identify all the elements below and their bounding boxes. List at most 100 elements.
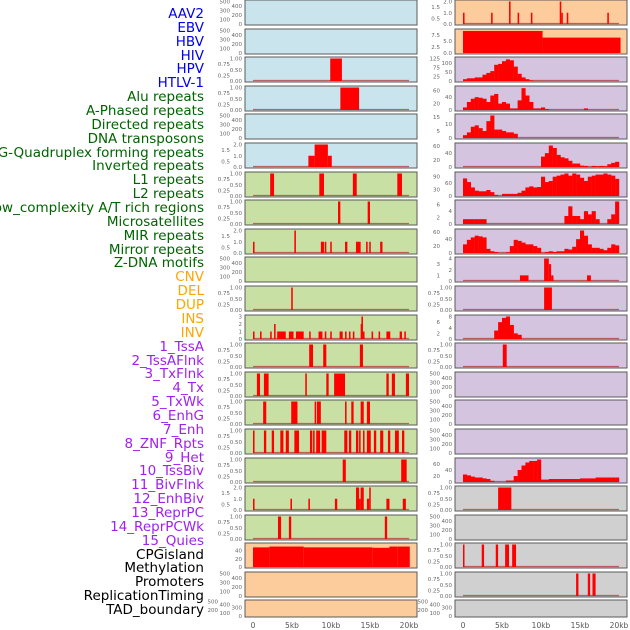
- histogram-bar: [537, 247, 542, 253]
- y-tick-label: 40: [445, 95, 452, 101]
- bar: [397, 173, 402, 196]
- histogram-bar: [568, 249, 573, 253]
- y-tick-label: 200: [232, 585, 243, 591]
- histogram-bar: [466, 101, 471, 110]
- y-tick-label: 1.00: [230, 429, 243, 435]
- y-tick-label: 20: [433, 244, 440, 250]
- y-tick-label: 500: [430, 400, 441, 406]
- y-tick-label: 100: [430, 390, 441, 396]
- bar: [316, 401, 321, 424]
- y-tick-label: 1.00: [230, 200, 243, 206]
- y-tick-label: 0.75: [218, 520, 231, 526]
- track-label: HBV: [175, 33, 204, 50]
- bar: [491, 12, 493, 24]
- y-tick-label: 0.00: [230, 308, 243, 314]
- histogram-bar: [509, 480, 514, 482]
- histogram-bar: [583, 211, 588, 224]
- y-tick-label: 0.75: [428, 291, 441, 297]
- bar: [269, 546, 304, 567]
- bar: [394, 430, 399, 453]
- histogram-bar: [474, 77, 479, 81]
- y-tick-label: 90: [433, 175, 440, 181]
- track-label: HTLV-1: [157, 75, 204, 92]
- y-tick-label: 300: [442, 605, 453, 611]
- y-tick-label: 60: [433, 462, 440, 468]
- y-tick-label: 1.0: [233, 497, 242, 503]
- histogram-bar: [525, 79, 530, 81]
- histogram-bar: [474, 97, 479, 110]
- panel-11-bivflnk: [454, 342, 628, 369]
- histogram-bar: [603, 250, 608, 253]
- y-tick-label: 125: [430, 57, 441, 63]
- histogram-bar: [564, 173, 569, 196]
- panel-g-quadruplex-forming-repeats: [244, 285, 418, 312]
- y-tick-label: 0.25: [428, 559, 441, 565]
- y-tick-label: 1.0: [233, 154, 242, 160]
- histogram-bar: [533, 461, 538, 482]
- histogram-bar: [541, 156, 546, 167]
- histogram-bar: [505, 193, 510, 196]
- y-tick-label: 1.00: [230, 343, 243, 349]
- bar: [290, 498, 292, 510]
- histogram-bar: [544, 251, 549, 253]
- histogram-bar: [568, 160, 573, 167]
- histogram-bar: [486, 121, 491, 138]
- bar: [270, 173, 275, 196]
- y-tick-label: 1: [239, 330, 243, 336]
- bar: [551, 275, 554, 281]
- histogram-bar: [490, 71, 495, 81]
- histogram-bar: [517, 73, 522, 81]
- y-tick-label: 300: [430, 409, 441, 415]
- histogram-bar: [466, 219, 471, 224]
- track-label: MIR repeats: [123, 227, 204, 244]
- histogram-bar: [502, 101, 507, 110]
- y-tick-label: 0.75: [428, 348, 441, 354]
- track-label: ReplicationTiming: [83, 588, 204, 605]
- histogram-bar: [556, 251, 561, 253]
- y-tick-label: 0.75: [218, 205, 231, 211]
- histogram-bar: [482, 130, 487, 138]
- y-tick-label: 0.00: [440, 594, 453, 600]
- y-tick-label: 0.75: [218, 291, 231, 297]
- bar: [280, 430, 284, 453]
- histogram-bar: [502, 193, 507, 196]
- bar: [587, 275, 591, 281]
- y-tick-label: 75: [433, 66, 440, 72]
- histogram-bar: [494, 251, 499, 253]
- y-tick-label: 400: [232, 576, 243, 582]
- bar: [340, 87, 360, 110]
- track-label: 11_BivFlnk: [131, 477, 204, 494]
- y-tick-label: 0.50: [230, 97, 243, 103]
- bar: [367, 201, 370, 224]
- y-tick-label: 200: [232, 127, 243, 133]
- y-tick-label: 0.00: [440, 565, 453, 571]
- y-tick-label: 2.0: [233, 229, 242, 235]
- histogram-bar: [568, 175, 573, 196]
- panel-l2-repeats: [244, 371, 418, 398]
- histogram-bar: [470, 78, 475, 81]
- bar: [378, 331, 381, 339]
- histogram-bar: [576, 174, 581, 196]
- track-label: INS: [181, 310, 204, 327]
- y-tick-label: 0.50: [230, 383, 243, 389]
- y-tick-label: 0: [449, 79, 453, 85]
- histogram-bar: [552, 176, 557, 196]
- y-tick-label: 0.00: [230, 394, 243, 400]
- y-tick-label: 300: [220, 38, 231, 44]
- y-tick-label: 1.00: [440, 486, 453, 492]
- panel-dna-transposons: [244, 256, 418, 283]
- bar: [360, 487, 364, 510]
- bar: [324, 241, 327, 253]
- histogram-bar: [591, 165, 596, 167]
- y-tick-label: 0.50: [230, 211, 243, 217]
- bar: [561, 12, 563, 24]
- bar: [314, 401, 317, 424]
- panel-z-dna-motifs: [244, 514, 418, 541]
- y-tick-label: 200: [442, 442, 453, 448]
- y-tick-label: 400: [232, 4, 243, 10]
- histogram-bar: [544, 182, 549, 196]
- histogram-bar: [486, 101, 491, 110]
- bar: [380, 430, 384, 453]
- bar: [559, 1, 562, 24]
- histogram-bar: [466, 78, 471, 81]
